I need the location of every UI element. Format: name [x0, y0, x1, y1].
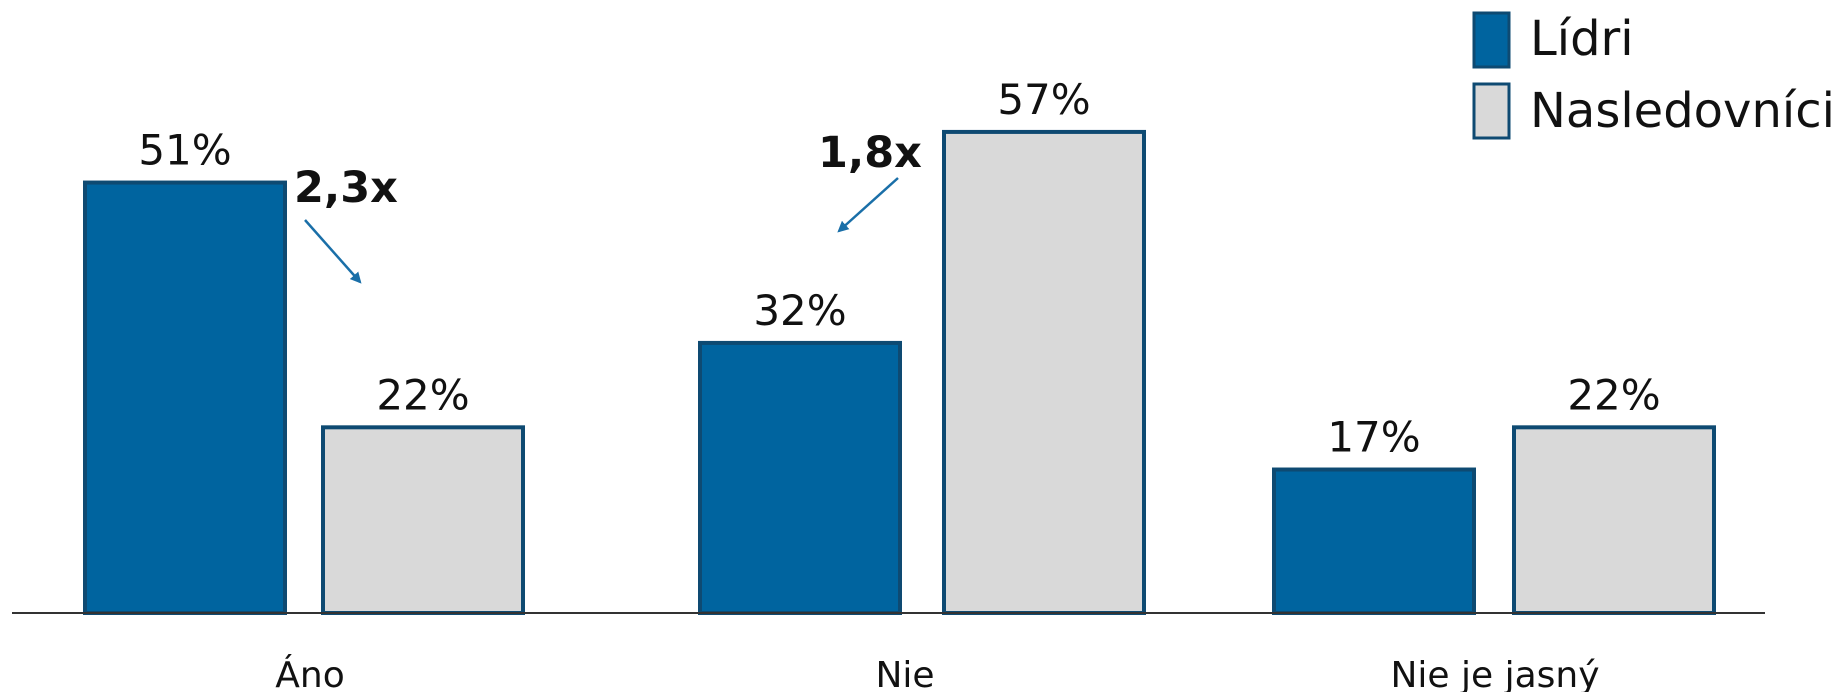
value-label-lidri-nie-je-jasny: 17% — [1327, 413, 1420, 462]
bar-lidri-nie-je-jasny — [1272, 467, 1476, 615]
legend-label-nasledovnici: Nasledovníci — [1530, 83, 1835, 139]
legend-swatch-nasledovnici — [1472, 82, 1511, 140]
value-label-lidri-nie: 32% — [753, 286, 846, 335]
legend-swatch-lidri — [1472, 11, 1511, 69]
annotation-ano-text: 2,3x — [294, 163, 398, 213]
value-label-lidri-ano: 51% — [138, 126, 231, 175]
legend-label-lidri: Lídri — [1530, 11, 1634, 67]
category-label-nie: Nie — [875, 655, 934, 692]
bar-lidri-ano — [83, 180, 287, 615]
value-label-nasledovnici-ano: 22% — [376, 370, 469, 419]
value-label-nasledovnici-nie-je-jasny: 22% — [1567, 370, 1660, 419]
annotation-ano-arrow — [304, 219, 362, 284]
legend: Lídri Nasledovníci — [1472, 11, 1835, 140]
category-label-ano: Áno — [275, 654, 344, 692]
bar-nasledovnici-nie — [942, 129, 1146, 615]
annotation-nie-arrow — [837, 177, 899, 233]
value-label-nasledovnici-nie: 57% — [997, 75, 1090, 124]
bar-nasledovnici-ano — [321, 425, 525, 615]
category-labels: Áno Nie Nie je jasný — [275, 654, 1599, 692]
bar-lidri-nie — [698, 340, 902, 615]
annotation-nie: 1,8x — [818, 128, 922, 233]
category-label-nie-je-jasny: Nie je jasný — [1390, 655, 1599, 692]
annotation-nie-text: 1,8x — [818, 128, 922, 178]
annotation-ano: 2,3x — [294, 163, 398, 284]
value-labels: 51% 22% 32% 57% 17% 22% — [138, 75, 1660, 462]
bar-nasledovnici-nie-je-jasny — [1512, 425, 1716, 615]
bars — [83, 129, 1716, 615]
